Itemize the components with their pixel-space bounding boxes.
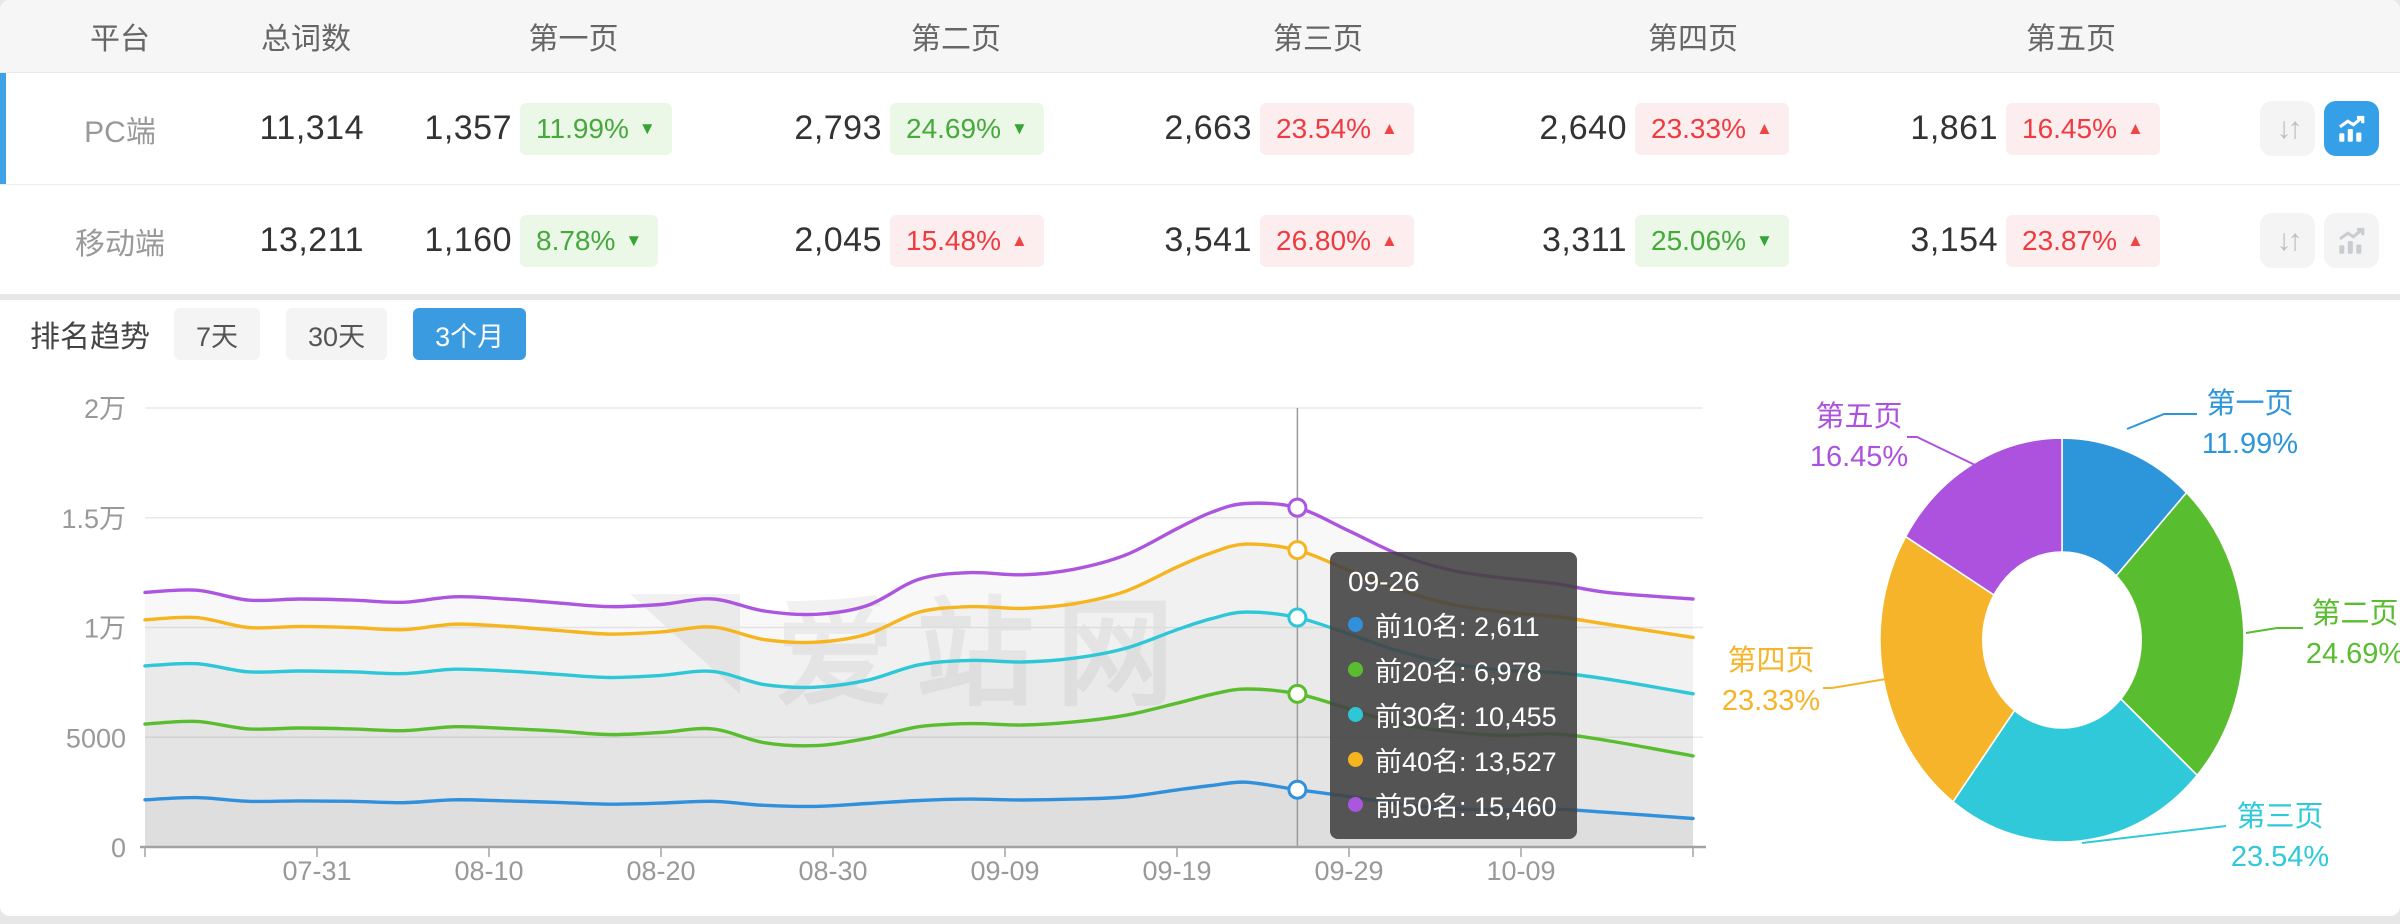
watermark: 爱站网 bbox=[630, 558, 1196, 729]
sort-button[interactable]: ↓↑ bbox=[2260, 101, 2315, 156]
header-page2: 第二页 bbox=[911, 23, 1001, 56]
page1-trend-badge: 11.99% ▼ bbox=[520, 102, 672, 155]
table-header-row: 平台 总词数 第一页 第二页 第三页 第四页 第五页 bbox=[0, 0, 2400, 73]
chart-toggle-button[interactable] bbox=[2324, 101, 2379, 156]
page3-trend-badge: 23.54% ▲ bbox=[1260, 102, 1414, 155]
trend-arrow-icon: ▲ bbox=[2126, 119, 2144, 138]
series-dot-icon bbox=[1348, 752, 1363, 767]
page3-count: 2,663 bbox=[1164, 109, 1252, 147]
donut-label-page1: 第一页 11.99% bbox=[2201, 388, 2299, 460]
page2-trend-badge: 24.69% ▼ bbox=[890, 102, 1044, 155]
watermark-text: 爱站网 bbox=[776, 589, 1197, 721]
page4-count: 2,640 bbox=[1539, 109, 1627, 147]
trend-arrow-icon: ▲ bbox=[1010, 231, 1028, 250]
donut-label-page3: 第三页 23.54% bbox=[2230, 801, 2330, 873]
trend-arrow-icon: ▼ bbox=[638, 119, 656, 138]
keyword-rank-table: 平台 总词数 第一页 第二页 第三页 第四页 第五页 PC端 11,314 1,… bbox=[0, 0, 2400, 294]
page1-trend-badge: 8.78% ▼ bbox=[520, 214, 659, 267]
header-page3: 第三页 bbox=[1273, 23, 1363, 56]
page5-trend-badge: 16.45% ▲ bbox=[2006, 102, 2160, 155]
trend-arrow-icon: ▲ bbox=[1380, 231, 1398, 250]
page4-count: 3,311 bbox=[1541, 221, 1627, 259]
trend-arrow-icon: ▼ bbox=[625, 231, 643, 250]
series-dot-icon bbox=[1348, 662, 1363, 677]
tooltip-row: 前30名: 10,455 bbox=[1348, 692, 1557, 737]
chart-icon bbox=[2338, 115, 2364, 142]
page2-count: 2,793 bbox=[794, 109, 882, 147]
page3-count: 3,541 bbox=[1164, 221, 1252, 259]
donut-label-page4: 第四页 23.33% bbox=[1721, 645, 1821, 717]
total-words-value: 13,211 bbox=[259, 221, 364, 259]
tab-3months[interactable]: 3个月 bbox=[413, 308, 527, 360]
header-page4: 第四页 bbox=[1648, 23, 1738, 56]
trend-arrow-icon: ▼ bbox=[1010, 119, 1028, 138]
page2-count: 2,045 bbox=[794, 221, 882, 259]
platform-label: PC端 bbox=[84, 115, 156, 149]
tooltip-row: 前10名: 2,611 bbox=[1348, 602, 1557, 647]
tab-7days[interactable]: 7天 bbox=[174, 308, 261, 360]
trend-arrow-icon: ▲ bbox=[1380, 119, 1398, 138]
header-total-words: 总词数 bbox=[261, 23, 351, 56]
page4-trend-badge: 23.33% ▲ bbox=[1635, 102, 1789, 155]
series-dot-icon bbox=[1348, 797, 1363, 812]
header-page1: 第一页 bbox=[528, 23, 619, 56]
sort-icon: ↓↑ bbox=[2276, 111, 2303, 145]
tooltip-row: 前40名: 13,527 bbox=[1348, 737, 1557, 782]
page1-count: 1,160 bbox=[424, 221, 512, 259]
page2-trend-badge: 15.48% ▲ bbox=[890, 214, 1044, 267]
table-row-mobile[interactable]: 移动端 13,211 1,160 8.78% ▼ 2,045 15.48% ▲ 3,… bbox=[0, 184, 2400, 294]
series-dot-icon bbox=[1348, 617, 1363, 632]
table-row-pc[interactable]: PC端 11,314 1,357 11.99% ▼ 2,793 24.69% ▼ 2… bbox=[0, 73, 2400, 184]
tab-30days[interactable]: 30天 bbox=[286, 308, 388, 360]
trend-arrow-icon: ▲ bbox=[1755, 119, 1773, 138]
sort-icon: ↓↑ bbox=[2276, 223, 2303, 257]
donut-label-page2: 第二页 24.69% bbox=[2305, 598, 2400, 670]
trend-title: 排名趋势 bbox=[30, 321, 150, 354]
sort-button[interactable]: ↓↑ bbox=[2260, 213, 2315, 268]
trend-arrow-icon: ▲ bbox=[2126, 231, 2144, 250]
chart-tooltip: 09-26 前10名: 2,611 前20名: 6,978 前30名: 10,4… bbox=[1330, 552, 1577, 839]
donut-label-page5: 第五页 16.45% bbox=[1809, 401, 1909, 473]
header-platform: 平台 bbox=[90, 23, 150, 56]
chart-icon bbox=[2338, 227, 2364, 254]
tooltip-date: 09-26 bbox=[1348, 566, 1420, 597]
rank-trend-panel: 排名趋势 7天 30天 3个月 爱站网 bbox=[0, 300, 2400, 916]
header-page5: 第五页 bbox=[2026, 23, 2116, 56]
series-dot-icon bbox=[1348, 707, 1363, 722]
page5-count: 1,861 bbox=[1910, 109, 1998, 147]
watermark-logo-icon bbox=[630, 593, 740, 694]
trend-toolbar: 排名趋势 7天 30天 3个月 bbox=[30, 308, 552, 360]
tooltip-row: 前50名: 15,460 bbox=[1348, 782, 1557, 827]
chart-toggle-button[interactable] bbox=[2324, 213, 2379, 268]
trend-arrow-icon: ▼ bbox=[1755, 231, 1773, 250]
total-words-value: 11,314 bbox=[259, 109, 364, 147]
page3-trend-badge: 26.80% ▲ bbox=[1260, 214, 1414, 267]
page5-count: 3,154 bbox=[1910, 221, 1998, 259]
page4-trend-badge: 25.06% ▼ bbox=[1635, 214, 1789, 267]
page1-count: 1,357 bbox=[424, 109, 512, 147]
page5-trend-badge: 23.87% ▲ bbox=[2006, 214, 2160, 267]
tooltip-row: 前20名: 6,978 bbox=[1348, 647, 1557, 692]
platform-label: 移动端 bbox=[75, 227, 165, 261]
